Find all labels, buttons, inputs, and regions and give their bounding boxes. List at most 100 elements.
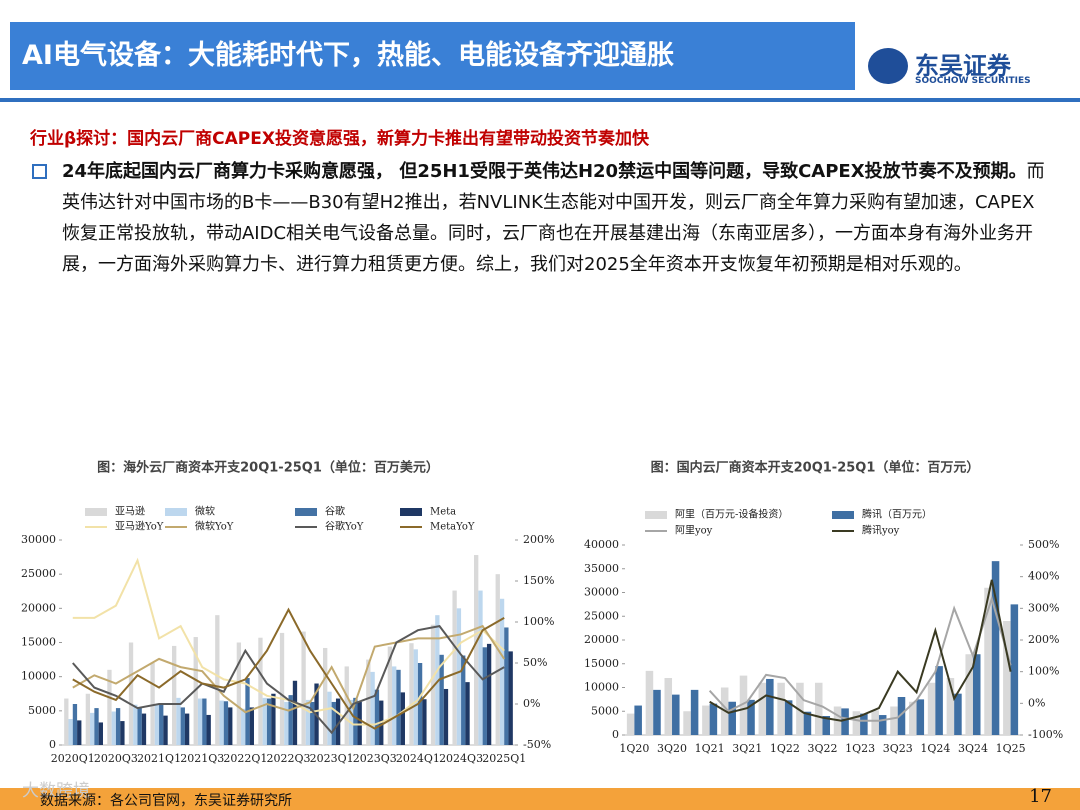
bar <box>353 697 358 745</box>
bar <box>739 675 748 735</box>
bar <box>897 697 906 735</box>
y2-tick-label: -100% <box>1028 728 1063 741</box>
bar <box>94 708 99 745</box>
bar <box>1010 604 1019 735</box>
bar <box>335 698 341 745</box>
bar <box>954 693 962 735</box>
y-tick-label: 10000 <box>584 681 619 694</box>
bar <box>852 711 861 735</box>
y2-tick-label: -50% <box>523 738 551 751</box>
line <box>72 607 505 730</box>
bar <box>305 699 311 745</box>
x-tick-label: 2024Q1 <box>396 752 440 765</box>
bar <box>241 708 246 745</box>
bar <box>456 608 462 745</box>
source: 数据来源：各公司官网，东吴证券研究所 <box>40 793 292 809</box>
bullet <box>32 164 47 179</box>
x-tick-label: 1Q24 <box>920 742 950 755</box>
y2-tick-label: 100% <box>1028 665 1059 678</box>
bar <box>984 587 992 735</box>
bar <box>396 669 401 745</box>
bar <box>664 678 673 735</box>
bar <box>683 711 691 735</box>
bar <box>482 647 487 745</box>
x-tick-label: 2020Q1 <box>51 752 95 765</box>
legend-label: 腾讯（百万元） <box>862 508 932 521</box>
bar <box>822 716 831 735</box>
y2-tick-label: 500% <box>1028 538 1059 551</box>
bar <box>890 706 898 735</box>
y2-tick-label: 200% <box>523 533 554 546</box>
bar <box>223 701 229 745</box>
bar <box>266 698 272 745</box>
bar <box>292 680 298 745</box>
y2-tick-label: 0% <box>1028 696 1045 709</box>
bar <box>465 682 470 745</box>
bar <box>935 666 943 735</box>
bar <box>236 642 242 745</box>
bar <box>841 708 849 735</box>
bar <box>159 704 164 745</box>
bar <box>310 701 315 745</box>
bar <box>98 722 103 745</box>
bar <box>486 643 492 745</box>
bar <box>323 647 328 745</box>
bar <box>430 624 436 745</box>
bar <box>120 721 125 745</box>
bar <box>499 598 505 745</box>
chart-title: 图：国内云厂商资本开支20Q1-25Q1（单位：百万元） <box>651 460 980 476</box>
line <box>708 595 1012 722</box>
bar <box>215 615 220 745</box>
bar <box>927 682 936 735</box>
bar <box>271 693 276 745</box>
bar <box>90 712 95 745</box>
bar <box>370 671 375 745</box>
bar <box>972 654 981 735</box>
bar <box>176 697 181 745</box>
bar <box>72 704 78 745</box>
bar <box>301 631 306 745</box>
line <box>709 579 1012 722</box>
x-tick-label: 3Q22 <box>807 742 837 755</box>
x-tick-label: 2022Q1 <box>223 752 267 765</box>
y2-tick-label: 200% <box>1028 633 1059 646</box>
bar <box>504 627 509 745</box>
bar <box>626 713 635 735</box>
y-tick-label: 0 <box>612 728 619 741</box>
bar <box>435 615 440 745</box>
bar <box>728 701 736 735</box>
bar <box>133 704 138 745</box>
y2-tick-label: 400% <box>1028 570 1059 583</box>
y-tick-label: 25000 <box>584 609 619 622</box>
x-tick-label: 3Q21 <box>732 742 762 755</box>
bar <box>197 698 203 745</box>
bar <box>702 705 710 735</box>
bar <box>860 713 868 735</box>
bar <box>878 715 887 735</box>
bar <box>154 704 160 745</box>
footer-bar <box>0 788 1080 810</box>
bar <box>690 689 699 735</box>
legend-label: Meta <box>430 507 456 518</box>
legend-swatch <box>832 511 854 519</box>
legend-label: 阿里yoy <box>675 525 713 537</box>
legend-label: 微软YoY <box>195 520 234 533</box>
y-tick-label: 20000 <box>21 601 56 614</box>
x-tick-label: 2023Q3 <box>353 752 397 765</box>
y-tick-label: 30000 <box>21 533 56 546</box>
bar <box>672 694 680 735</box>
paragraph: 24年底起国内云厂商算力卡采购意愿强， 但25H1受限于英伟达H20禁运中国等问… <box>62 156 1052 280</box>
bar <box>965 654 973 735</box>
bar <box>64 698 69 745</box>
page-number: 17 <box>1029 786 1052 807</box>
bar <box>107 669 112 745</box>
bar <box>634 705 642 735</box>
bar <box>474 555 479 745</box>
x-tick-label: 3Q20 <box>657 742 687 755</box>
logo-en: SOOCHOW SECURITIES <box>915 76 1031 86</box>
bar <box>413 649 418 745</box>
bar <box>77 720 82 745</box>
bar <box>508 651 513 745</box>
bar <box>784 700 793 735</box>
